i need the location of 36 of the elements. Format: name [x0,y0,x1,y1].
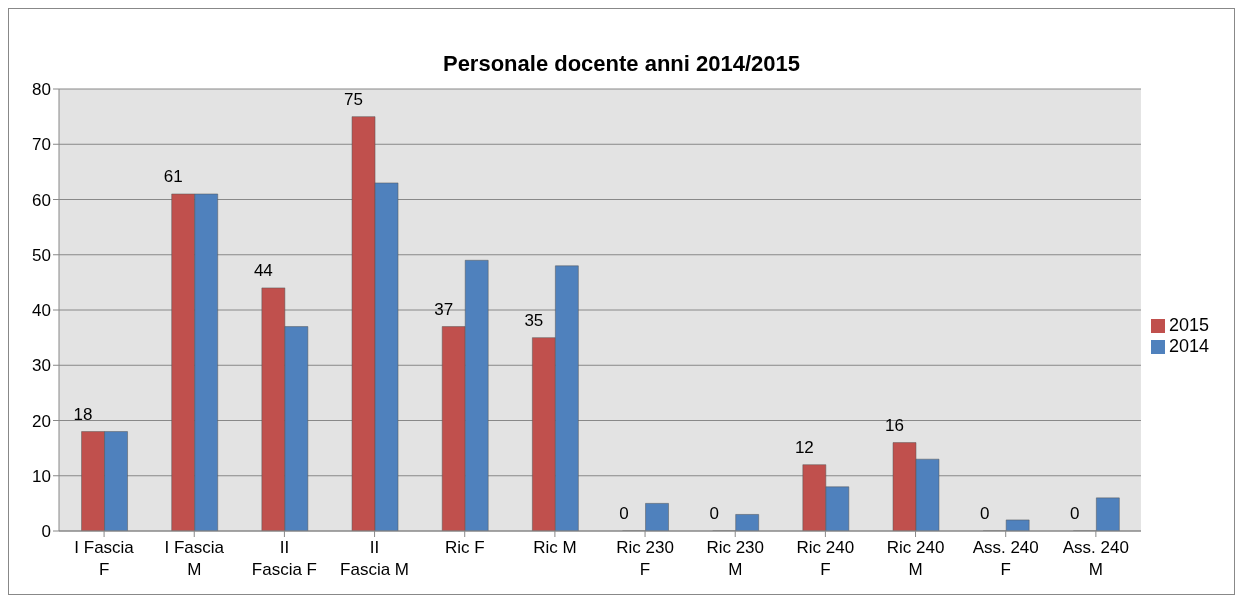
x-tick-label: Ric F [444,538,485,557]
x-tick-label: Ric M [533,538,577,557]
chart-title: Personale docente anni 2014/2015 [441,51,802,78]
x-tick-label: II Fascia F [251,538,317,579]
data-label: 0 [979,503,990,523]
data-label: 75 [344,89,363,109]
data-label: 0 [709,503,719,523]
x-tick-label: Ric 230 F [616,538,674,579]
data-label: 16 [885,415,904,435]
y-tick-label: 10 [32,466,51,486]
data-label: 37 [434,299,454,319]
x-tick-label: Ric 240 M [886,538,945,579]
x-tick-label: II Fascia M [340,538,410,579]
y-tick-label: 40 [32,301,51,321]
x-tick-label: Ric 240 F [796,538,855,579]
y-tick-label: 60 [32,190,51,210]
x-tick-label: Ass. 240 M [1062,538,1129,579]
y-tick-label: 80 [32,80,51,100]
y-tick-label: 50 [32,245,51,265]
data-label: 44 [253,260,273,280]
data-label: 35 [524,310,544,330]
y-tick-label: 20 [32,411,51,431]
data-label: 0 [619,503,629,523]
data-label: 12 [794,437,814,457]
y-tick-label: 30 [32,356,51,376]
data-label: 0 [1070,503,1080,523]
x-tick-label: I Fascia F [74,538,135,579]
x-tick-label: Ric 230 M [706,538,765,579]
legend-label: 2014 [1168,336,1209,356]
data-label: 18 [73,404,93,424]
y-tick-label: 0 [41,522,51,542]
y-tick-label: 70 [32,135,51,155]
data-label: 61 [163,166,183,186]
legend-label: 2015 [1168,315,1209,335]
x-tick-label: I Fascia M [164,538,225,579]
x-tick-label: Ass. 240 F [972,538,1039,579]
